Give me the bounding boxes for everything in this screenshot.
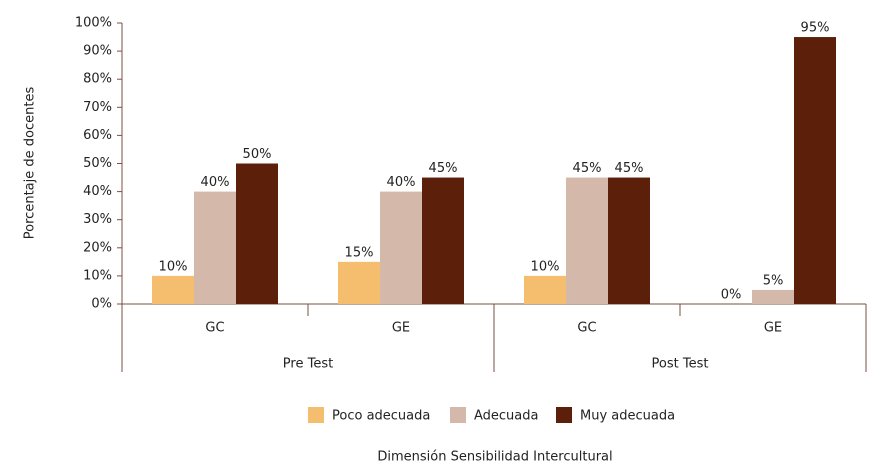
value-label: 50% [243, 147, 272, 162]
x-tick-label: GE [764, 321, 782, 336]
bar [236, 163, 278, 304]
bar [566, 177, 608, 304]
y-tick-label: 50% [83, 156, 112, 171]
legend-label: Muy adecuada [580, 409, 675, 424]
y-tick-label: 100% [75, 16, 112, 31]
x-tick-label: GE [392, 321, 410, 336]
legend-swatch [450, 407, 466, 423]
value-label: 95% [801, 21, 830, 36]
bar [794, 37, 836, 305]
bar [752, 289, 794, 304]
y-tick-label: 10% [83, 268, 112, 283]
value-label: 5% [763, 273, 784, 288]
value-label: 45% [573, 161, 602, 176]
y-tick-label: 70% [83, 100, 112, 115]
group-label: Post Test [652, 357, 709, 372]
y-tick-label: 30% [83, 212, 112, 227]
y-tick-label: 60% [83, 128, 112, 143]
legend-swatch [308, 407, 324, 423]
x-tick-label: GC [205, 321, 224, 336]
bar [422, 177, 464, 304]
y-tick-label: 20% [83, 240, 112, 255]
y-tick-label: 90% [83, 44, 112, 59]
y-tick-label: 40% [83, 184, 112, 199]
value-label: 40% [201, 175, 230, 190]
legend-swatch [556, 407, 572, 423]
group-label: Pre Test [283, 357, 333, 372]
value-label: 0% [721, 288, 742, 303]
bar [194, 191, 236, 304]
value-label: 10% [531, 259, 560, 274]
legend-label: Adecuada [474, 409, 539, 424]
y-tick-label: 0% [91, 297, 112, 312]
x-axis-title: Dimensión Sensibilidad Intercultural [377, 450, 612, 465]
bar [524, 275, 566, 304]
value-label: 45% [429, 161, 458, 176]
x-tick-label: GC [577, 321, 596, 336]
bar [338, 261, 380, 304]
y-tick-label: 80% [83, 72, 112, 87]
bar [608, 177, 650, 304]
value-label: 10% [159, 259, 188, 274]
value-label: 40% [387, 175, 416, 190]
y-axis-title: Porcentaje de docentes [23, 87, 38, 240]
bar [380, 191, 422, 304]
value-label: 15% [345, 245, 374, 260]
bar [152, 275, 194, 304]
value-label: 45% [615, 161, 644, 176]
legend-label: Poco adecuada [332, 409, 430, 424]
